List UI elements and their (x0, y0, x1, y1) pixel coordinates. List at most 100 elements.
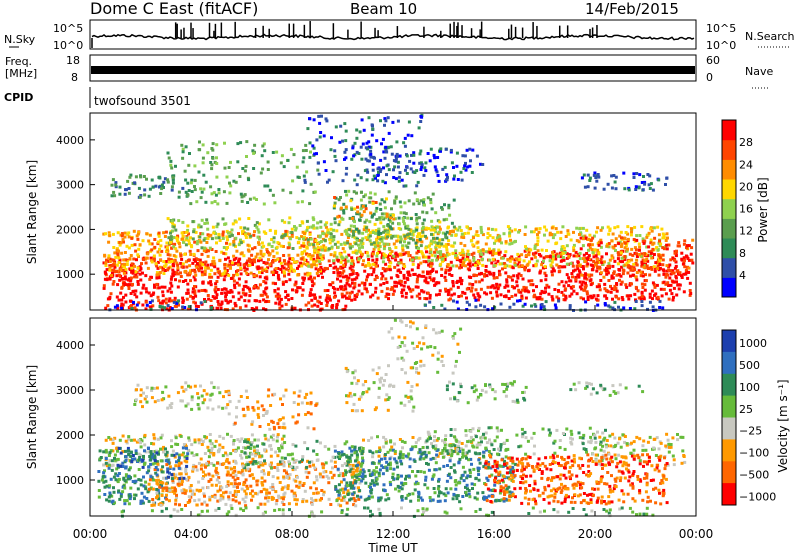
power-cell (578, 227, 582, 231)
power-cell (448, 272, 452, 276)
power-cell (280, 219, 284, 223)
power-cell (276, 267, 280, 270)
power-cell (616, 251, 620, 255)
power-cell (490, 261, 494, 265)
power-cell (512, 302, 516, 306)
power-cell (690, 246, 694, 250)
power-cell (296, 286, 300, 290)
power-cell (150, 258, 154, 262)
velocity-cell (140, 491, 144, 495)
power-cell (313, 276, 316, 280)
velocity-cell (378, 446, 382, 450)
power-cell (390, 227, 394, 231)
velocity-cell (155, 491, 159, 495)
power-cell (160, 301, 164, 305)
freq-unit-label: [MHz] (5, 67, 37, 80)
power-cell (449, 266, 453, 270)
power-cell (493, 305, 497, 309)
power-cell (403, 144, 407, 148)
power-cell (137, 255, 140, 258)
velocity-cell (112, 490, 116, 494)
power-cell (491, 257, 495, 261)
power-cell (191, 237, 195, 241)
power-cell (239, 272, 243, 276)
power-cell (446, 242, 450, 246)
power-cell (637, 186, 641, 190)
power-cell (300, 235, 303, 239)
power-cell (412, 229, 416, 233)
power-cell (241, 167, 245, 170)
power-cell (365, 251, 369, 255)
power-cell (387, 224, 391, 228)
velocity-cell (594, 458, 598, 462)
velocity-cell (676, 433, 679, 436)
power-cell (200, 218, 204, 222)
power-cell (281, 280, 285, 284)
power-cell (640, 225, 644, 229)
power-cell (347, 253, 351, 257)
power-cell (613, 244, 617, 247)
power-cell (634, 298, 637, 302)
velocity-cell (108, 493, 112, 497)
power-cell (570, 286, 574, 290)
velocity-cell (108, 491, 112, 495)
power-cell (638, 234, 642, 237)
power-cell (593, 261, 597, 265)
velocity-cell (254, 461, 258, 465)
velocity-cell (152, 436, 156, 440)
velocity-cell (621, 464, 625, 468)
velocity-cell (275, 435, 279, 439)
power-cell (321, 254, 325, 258)
power-cell (404, 251, 408, 255)
power-cell (108, 265, 112, 269)
power-cell (415, 216, 419, 220)
power-colorbar-label: Power [dB] (756, 177, 770, 242)
power-cell (664, 292, 668, 296)
power-cell (589, 278, 593, 282)
power-cell (376, 179, 380, 183)
power-cell (383, 156, 387, 160)
power-cell (313, 263, 316, 267)
power-cell (241, 230, 244, 234)
power-cell (341, 256, 345, 260)
power-cell (289, 264, 293, 268)
power-cell (652, 226, 656, 230)
power-cell (627, 259, 631, 263)
power-cell (444, 235, 448, 239)
power-cell (588, 233, 592, 237)
power-cell (508, 234, 512, 238)
power-cell (129, 254, 133, 257)
power-cell (198, 235, 202, 239)
power-cell (185, 291, 189, 295)
velocity-cell (218, 447, 222, 451)
power-cell (444, 287, 447, 291)
power-cell (628, 252, 632, 256)
velocity-cell (143, 461, 147, 465)
power-cell (144, 307, 148, 311)
velocity-cell (184, 472, 188, 476)
power-cell (145, 256, 149, 260)
power-cell (338, 271, 342, 275)
power-cell (184, 190, 188, 194)
power-cell (363, 169, 367, 173)
power-cell (279, 297, 283, 301)
power-cell (232, 254, 236, 258)
power-cell (618, 260, 622, 264)
power-cell (534, 304, 538, 308)
power-cell (421, 253, 425, 257)
power-cell (494, 251, 498, 255)
power-ylabel: Slant Range [km] (25, 160, 39, 264)
power-cell (538, 227, 542, 231)
power-cell (387, 297, 390, 301)
power-cell (498, 250, 502, 254)
power-cell (141, 286, 145, 290)
power-cell (184, 238, 188, 242)
power-cell (571, 285, 575, 289)
power-cell (253, 246, 257, 250)
power-cell (448, 230, 452, 233)
power-cell (476, 298, 480, 302)
power-cell (222, 190, 226, 194)
power-cell (239, 241, 243, 245)
power-cell (196, 240, 200, 243)
power-cell (128, 175, 132, 179)
